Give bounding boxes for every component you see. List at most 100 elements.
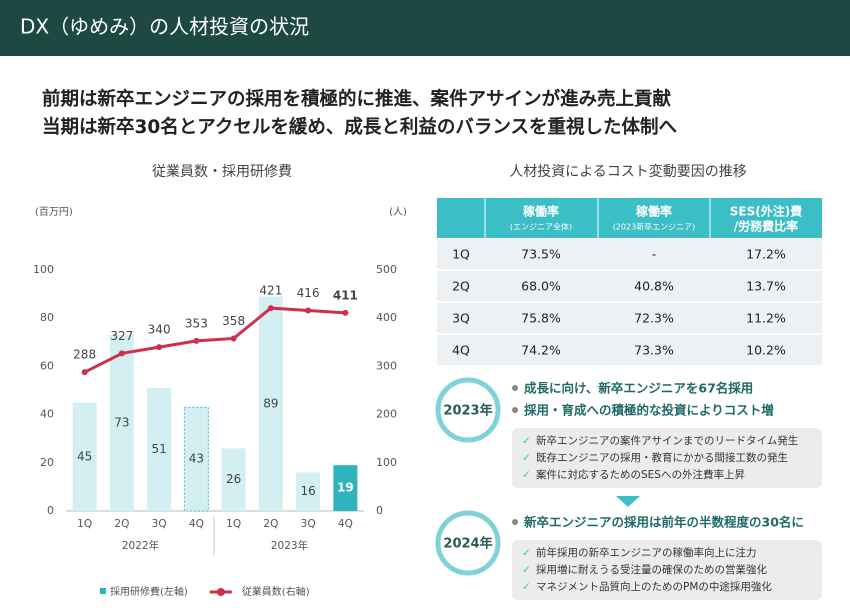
y-tick-label: 20 xyxy=(40,456,54,469)
line-value-label: 421 xyxy=(259,284,282,298)
line-point xyxy=(305,307,312,314)
table-row-label: 2Q xyxy=(452,279,470,294)
line-value-label: 416 xyxy=(297,286,320,300)
table-row-label: 1Q xyxy=(452,247,470,262)
check: ✓ xyxy=(522,564,531,576)
table-row-bg xyxy=(437,303,822,333)
y2-tick-label: 400 xyxy=(376,311,397,324)
x-tick-label: 3Q xyxy=(301,518,316,530)
y-tick-label: 0 xyxy=(47,504,54,517)
item: 採用増に耐えうる受注量の確保のための営業強化 xyxy=(536,563,767,576)
line-point xyxy=(118,350,125,357)
table-cell: 17.2% xyxy=(746,247,786,262)
year-badge xyxy=(435,377,501,443)
y-tick-label: 60 xyxy=(40,359,54,372)
y2-tick-label: 0 xyxy=(376,504,383,517)
x-tick-label: 2Q xyxy=(263,518,278,530)
line-value-label: 353 xyxy=(185,316,208,330)
year-badge-text: 2024年 xyxy=(443,536,492,552)
line-value-label: 411 xyxy=(333,288,358,302)
table-cell: 73.5% xyxy=(521,247,561,262)
y2-tick-label: 300 xyxy=(376,359,397,372)
point: 成長に向け、新卒エンジニアを67名採用 xyxy=(524,381,753,396)
line-value-label: 288 xyxy=(73,348,96,362)
header-band xyxy=(0,0,850,56)
y-tick-label: 100 xyxy=(33,263,54,276)
line xyxy=(83,306,346,374)
x-tick-label: 1Q xyxy=(226,518,241,530)
bullet xyxy=(512,385,518,391)
table-header-bg xyxy=(437,198,822,238)
y2-tick-label: 200 xyxy=(376,408,397,421)
headline: 前期は新卒エンジニアの採用を積極的に推進、案件アサインが進み売上貢献 xyxy=(42,88,672,110)
bar xyxy=(147,388,172,511)
table-cell: 68.0% xyxy=(521,279,561,294)
x-tick-label: 3Q xyxy=(152,518,167,530)
line-point xyxy=(81,369,88,376)
y-axis-label: (百万円) xyxy=(35,206,73,218)
bar-value-label: 73 xyxy=(114,416,129,430)
table-row-bg xyxy=(437,335,822,365)
table-body: 1Q 73.5% - 17.2% 2Q 68.0% 40.8% 13.7% 3Q 75.8% 72.… xyxy=(437,239,822,365)
item: マネジメント品質向上のためのPMの中途採用強化 xyxy=(536,580,772,593)
chart: 0 20 40 60 80 100 0 100 200 300 400 500 1Q 2Q 3Q 4Q 1Q 2Q… xyxy=(33,263,397,598)
table-header: /労務費比率 xyxy=(734,219,798,234)
table-row-label: 4Q xyxy=(452,343,470,358)
headline: 当期は新卒30名とアクセルを緩め、成長と利益のバランスを重視した体制へ xyxy=(42,116,677,138)
check: ✓ xyxy=(522,452,531,464)
table-header: 稼働率 xyxy=(636,204,672,219)
line-point xyxy=(267,305,274,312)
chart-title: 従業員数・採用研修費 xyxy=(152,164,292,180)
y2-tick-label: 100 xyxy=(376,456,397,469)
x-tick-label: 4Q xyxy=(189,518,204,530)
check: ✓ xyxy=(522,435,531,447)
table-cell: - xyxy=(652,247,657,262)
table-cell: 73.3% xyxy=(634,343,674,358)
y-tick-label: 80 xyxy=(40,311,54,324)
item: 前年採用の新卒エンジニアの稼働率向上に注力 xyxy=(536,546,757,559)
y2-tick-label: 500 xyxy=(376,263,397,276)
table-header-sub: (エンジニア全体) xyxy=(510,222,572,232)
year-badge-text: 2023年 xyxy=(443,403,492,419)
bar xyxy=(296,472,321,511)
y2-axis-label: (人) xyxy=(389,206,407,218)
bar-value-label: 89 xyxy=(263,396,278,410)
line-value-label: 327 xyxy=(110,329,133,343)
group-label: 2022年 xyxy=(122,539,159,552)
check: ✓ xyxy=(522,581,531,593)
line-point xyxy=(156,344,163,351)
bar-value-label: 45 xyxy=(77,449,92,463)
x-tick-label: 1Q xyxy=(77,518,92,530)
table-row-bg xyxy=(437,239,822,269)
legend-label: 従業員数(右軸) xyxy=(242,585,310,598)
item: 案件に対応するためのSESへの外注費率上昇 xyxy=(536,468,745,481)
header-title: DX（ゆめみ）の人材投資の状況 xyxy=(20,15,309,39)
table-cell: 13.7% xyxy=(746,279,786,294)
table-cell: 40.8% xyxy=(634,279,674,294)
year-badge xyxy=(435,510,501,576)
bar xyxy=(221,448,246,511)
bar-value-label: 43 xyxy=(189,452,204,466)
item: 新卒エンジニアの案件アサインまでのリードタイム発生 xyxy=(536,434,798,447)
bar-value-label: 51 xyxy=(151,442,166,456)
table-cell: 75.8% xyxy=(521,311,561,326)
detail-box xyxy=(512,428,822,488)
point: 採用・育成への積極的な投資によりコスト増 xyxy=(524,403,774,418)
line-point xyxy=(193,337,200,344)
table-cell: 11.2% xyxy=(746,311,786,326)
table-header: 稼働率 xyxy=(523,204,559,219)
group-label: 2023年 xyxy=(271,539,308,552)
legend-swatch xyxy=(100,588,106,594)
legend-label: 採用研修費(左軸) xyxy=(110,585,188,598)
table-cell: 10.2% xyxy=(746,343,786,358)
point: 新卒エンジニアの採用は前年の半数程度の30名に xyxy=(524,515,804,530)
table: 稼働率 (エンジニア全体) 稼働率 (2023新卒エンジニア) SES(外注)費… xyxy=(437,198,822,365)
table-header-sub: (2023新卒エンジニア) xyxy=(613,222,696,232)
detail-box xyxy=(512,540,822,600)
table-row-label: 3Q xyxy=(452,311,470,326)
x-tick-label: 2Q xyxy=(114,518,129,530)
bar-value-label: 19 xyxy=(337,481,354,495)
line-value-label: 358 xyxy=(222,314,245,328)
line-point xyxy=(230,335,237,342)
